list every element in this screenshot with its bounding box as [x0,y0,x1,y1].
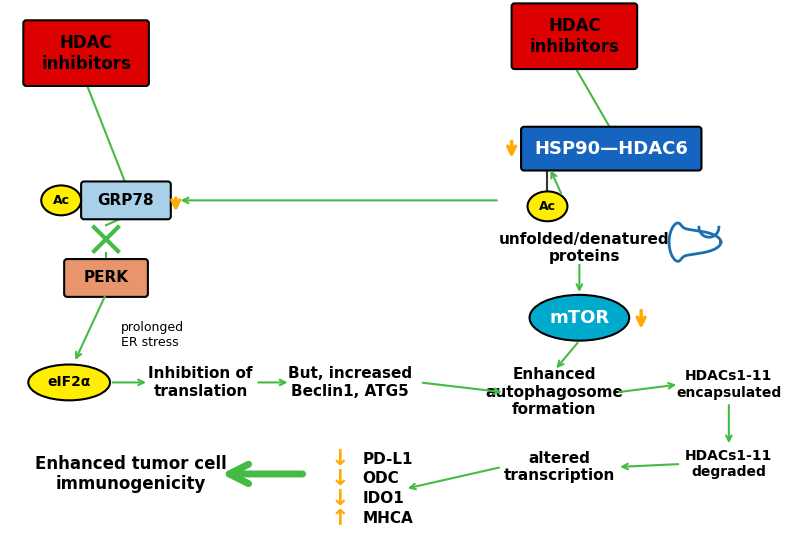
Text: PD-L1: PD-L1 [362,452,413,466]
FancyBboxPatch shape [512,3,637,69]
Ellipse shape [527,192,567,221]
Text: mTOR: mTOR [550,309,610,327]
FancyBboxPatch shape [64,259,148,297]
Text: Inhibition of
translation: Inhibition of translation [149,366,253,399]
Text: MHCA: MHCA [362,511,413,526]
Text: ↓: ↓ [331,469,350,489]
Text: eIF2α: eIF2α [47,375,91,389]
Text: unfolded/denatured
proteins: unfolded/denatured proteins [499,232,670,264]
FancyBboxPatch shape [521,127,702,171]
Text: HDAC
inhibitors: HDAC inhibitors [530,17,619,55]
Text: Enhanced
autophagosome
formation: Enhanced autophagosome formation [486,368,623,417]
Text: IDO1: IDO1 [362,491,404,506]
Text: Enhanced tumor cell
immunogenicity: Enhanced tumor cell immunogenicity [35,454,227,494]
Text: HDAC
inhibitors: HDAC inhibitors [41,34,131,73]
Text: HDACs1-11
encapsulated: HDACs1-11 encapsulated [676,369,782,400]
Text: GRP78: GRP78 [98,193,154,208]
Ellipse shape [28,364,110,400]
Text: Ac: Ac [53,194,70,207]
FancyBboxPatch shape [81,181,170,219]
Text: ↓: ↓ [331,449,350,469]
Text: HDACs1-11
degraded: HDACs1-11 degraded [685,449,773,479]
FancyBboxPatch shape [23,20,149,86]
Text: ↓: ↓ [331,489,350,509]
Text: HSP90—HDAC6: HSP90—HDAC6 [534,140,688,157]
Text: prolonged
ER stress: prolonged ER stress [121,321,184,349]
Ellipse shape [530,295,630,340]
Text: altered
transcription: altered transcription [504,451,615,483]
Text: ODC: ODC [362,471,399,487]
Text: Ac: Ac [539,200,556,213]
Ellipse shape [42,186,81,215]
Text: But, increased
Beclin1, ATG5: But, increased Beclin1, ATG5 [288,366,412,399]
Text: PERK: PERK [83,270,129,286]
Text: ↑: ↑ [331,509,350,529]
